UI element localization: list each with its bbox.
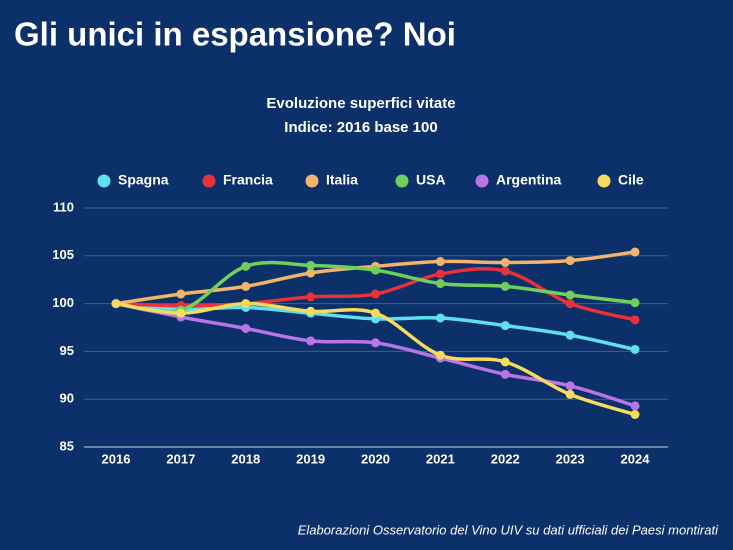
x-tick-label: 2018 [231,451,260,466]
data-point [630,409,640,419]
legend-marker [597,174,611,188]
data-point [241,261,251,271]
data-point [500,369,510,379]
chart-title: Evoluzione superfici vitate [266,95,455,112]
data-point [241,299,251,309]
x-tick-label: 2019 [296,451,325,466]
data-point [306,260,316,270]
data-point [565,381,575,391]
chart-subtitle: Indice: 2016 base 100 [284,119,437,136]
y-tick-label: 110 [53,199,74,214]
x-tick-label: 2023 [556,451,585,466]
x-tick-label: 2022 [491,451,520,466]
data-point [435,257,445,267]
y-tick-label: 100 [52,295,74,310]
data-point [500,321,510,331]
data-point [306,306,316,316]
data-point [176,308,186,318]
data-point [630,315,640,325]
data-point [500,266,510,276]
legend-label: Spagna [118,172,169,188]
data-point [306,292,316,302]
data-point [111,299,121,309]
data-point [630,298,640,308]
data-point [435,269,445,279]
data-point [500,281,510,291]
data-point [435,350,445,360]
data-point [371,308,380,318]
legend-label: Italia [326,172,358,188]
data-point [306,336,316,346]
data-point [176,289,186,299]
x-tick-label: 2016 [102,451,131,466]
data-point [565,389,575,399]
data-point [435,279,445,289]
legend-marker [475,174,489,188]
y-tick-label: 85 [60,438,74,453]
page-title: Gli unici in espansione? Noi [14,16,456,53]
data-point [565,290,575,300]
legend-marker [97,174,111,188]
data-point [565,330,575,340]
data-point [565,256,575,266]
data-point [500,357,510,367]
data-point [371,289,380,299]
legend-marker [305,174,319,188]
x-tick-label: 2020 [361,451,390,466]
data-point [435,313,445,323]
x-tick-label: 2021 [426,451,455,466]
source-note: Elaborazioni Osservatorio del Vino UIV s… [298,522,719,537]
data-point [630,247,640,257]
y-tick-label: 90 [60,391,74,406]
data-point [241,323,251,333]
data-point [630,344,640,354]
data-point [306,268,316,278]
legend-marker [395,174,409,188]
legend-label: Argentina [496,172,562,188]
data-point [371,265,380,275]
legend-label: USA [416,172,446,188]
legend-marker [202,174,216,188]
legend-label: Cile [618,172,644,188]
data-point [565,299,575,309]
x-tick-label: 2024 [621,451,651,466]
data-point [241,281,251,291]
x-tick-label: 2017 [166,451,195,466]
legend-label: Francia [223,172,273,188]
data-point [500,257,510,267]
data-point [371,338,380,348]
y-tick-label: 95 [60,343,74,358]
y-tick-label: 105 [52,247,74,262]
data-point [630,401,640,411]
